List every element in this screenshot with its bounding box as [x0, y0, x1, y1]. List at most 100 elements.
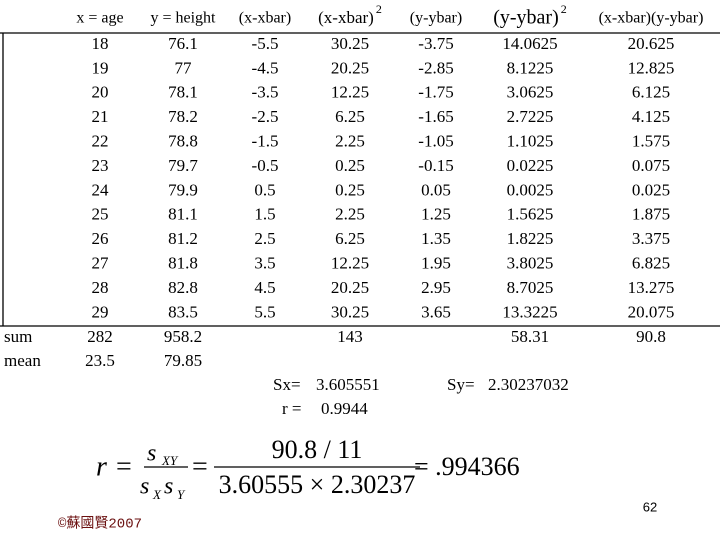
- table-cell: 25: [92, 205, 109, 224]
- table-cell: -2.85: [418, 58, 453, 77]
- table-cell: 1.95: [421, 254, 451, 273]
- table-cell: 13.3225: [502, 302, 557, 321]
- table-cell: 78.2: [168, 107, 198, 126]
- table-cell: 2.5: [254, 229, 275, 248]
- table-cell: 0.5: [254, 180, 275, 199]
- sx-label: Sx=: [273, 375, 301, 394]
- summary-cell: 958.2: [164, 327, 202, 346]
- formula-denominator: 3.60555 × 2.30237: [219, 470, 416, 499]
- table-cell: 3.375: [632, 229, 670, 248]
- table-cell: -5.5: [252, 34, 279, 53]
- table-cell: 5.5: [254, 302, 275, 321]
- column-header: (x-xbar): [239, 10, 291, 27]
- table-cell: 20: [92, 83, 109, 102]
- table-cell: 2.25: [335, 205, 365, 224]
- table-cell: 28: [92, 278, 109, 297]
- r-label: r =: [282, 399, 302, 418]
- table-cell: 2.95: [421, 278, 451, 297]
- table-cell: 1.25: [421, 205, 451, 224]
- formula-numerator: 90.8 / 11: [272, 435, 363, 464]
- formula-sub: Y: [177, 487, 186, 502]
- table-cell: 1.5625: [507, 205, 554, 224]
- table-cell: -4.5: [252, 58, 279, 77]
- table-cell: 29: [92, 302, 109, 321]
- table-cell: 12.825: [628, 58, 675, 77]
- table-cell: 20.075: [628, 302, 675, 321]
- table-cell: 8.7025: [507, 278, 554, 297]
- table-cell: 4.5: [254, 278, 275, 297]
- table-cell: -3.75: [418, 34, 453, 53]
- table-cell: 3.65: [421, 302, 451, 321]
- table-cell: 14.0625: [502, 34, 557, 53]
- table-cell: 78.8: [168, 132, 198, 151]
- table-cell: 4.125: [632, 107, 670, 126]
- table-cell: 27: [92, 254, 110, 273]
- sy-value: 2.30237032: [488, 375, 569, 394]
- table-cell: 13.275: [628, 278, 675, 297]
- table-cell: 1.1025: [507, 132, 554, 151]
- table-cell: 6.825: [632, 254, 670, 273]
- copyright: ©蘇國賢2007: [58, 516, 142, 533]
- table-cell: 79.7: [168, 156, 198, 175]
- summary-cell: 58.31: [511, 327, 549, 346]
- formula-result: = .994366: [414, 452, 520, 481]
- table-cell: 19: [92, 58, 109, 77]
- table-cell: 24: [92, 180, 110, 199]
- table-cell: 1.8225: [507, 229, 554, 248]
- column-header: (y-ybar): [493, 7, 559, 29]
- table-cell: -1.75: [418, 83, 453, 102]
- table-cell: 26: [92, 229, 109, 248]
- table-cell: 3.5: [254, 254, 275, 273]
- page-number: 62: [643, 499, 657, 514]
- table-cell: 6.25: [335, 229, 365, 248]
- formula-s: s: [140, 474, 149, 500]
- table-cell: 30.25: [331, 34, 369, 53]
- summary-label: sum: [4, 327, 32, 346]
- table-cell: 6.125: [632, 83, 670, 102]
- table-cell: 0.05: [421, 180, 451, 199]
- table-cell: 0.0025: [507, 180, 554, 199]
- table-cell: 22: [92, 132, 109, 151]
- table-cell: -1.65: [418, 107, 453, 126]
- table-cell: 2.25: [335, 132, 365, 151]
- table-cell: 12.25: [331, 83, 369, 102]
- table-cell: 20.25: [331, 278, 369, 297]
- table-cell: 21: [92, 107, 109, 126]
- table-cell: 0.25: [335, 180, 365, 199]
- table-cell: 8.1225: [507, 58, 554, 77]
- table-cell: 20.25: [331, 58, 369, 77]
- table-cell: 0.25: [335, 156, 365, 175]
- table-cell: -3.5: [252, 83, 279, 102]
- formula-s: s: [147, 441, 156, 467]
- column-header: (y-ybar): [410, 10, 462, 27]
- table-cell: -0.5: [252, 156, 279, 175]
- formula-equals: =: [192, 451, 208, 482]
- table-cell: 83.5: [168, 302, 198, 321]
- summary-cell: 79.85: [164, 351, 202, 370]
- table-cell: 0.025: [632, 180, 670, 199]
- summary-cell: 23.5: [85, 351, 115, 370]
- table-cell: 18: [92, 34, 109, 53]
- table-cell: 79.9: [168, 180, 198, 199]
- column-header: (x-xbar)(y-ybar): [599, 10, 704, 27]
- sy-label: Sy=: [447, 375, 475, 394]
- table-cell: -2.5: [252, 107, 279, 126]
- summary-cell: 143: [337, 327, 363, 346]
- table-cell: 30.25: [331, 302, 369, 321]
- table-cell: 77: [175, 58, 193, 77]
- table-cell: 1.5: [254, 205, 275, 224]
- table-cell: 3.8025: [507, 254, 554, 273]
- header-superscript: 2: [561, 2, 567, 16]
- table-cell: 0.0225: [507, 156, 554, 175]
- table-cell: -1.5: [252, 132, 279, 151]
- table-cell: 82.8: [168, 278, 198, 297]
- column-header: (x-xbar): [318, 8, 374, 27]
- table-cell: 81.8: [168, 254, 198, 273]
- summary-cell: 90.8: [636, 327, 666, 346]
- table-cell: 1.575: [632, 132, 670, 151]
- table-cell: 23: [92, 156, 109, 175]
- table-cell: -1.05: [418, 132, 453, 151]
- formula-sub: XY: [161, 453, 179, 468]
- summary-cell: 282: [87, 327, 113, 346]
